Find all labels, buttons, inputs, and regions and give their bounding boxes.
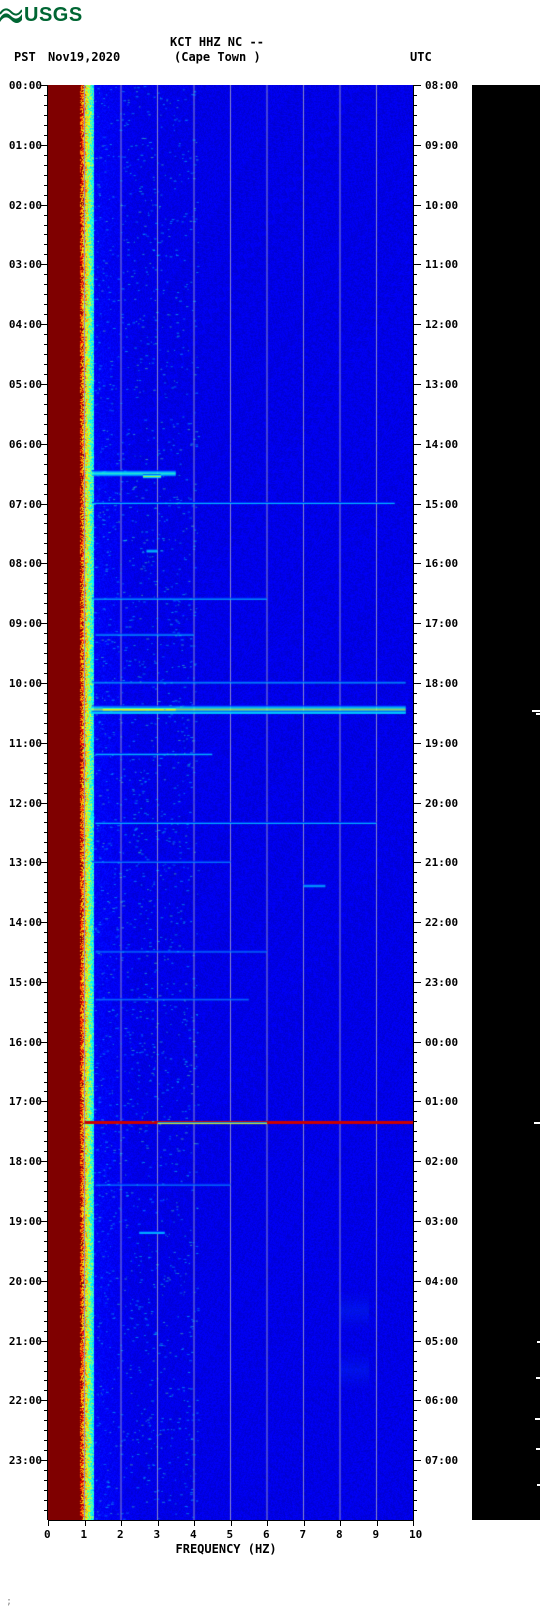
footer-mark: ;	[6, 1596, 12, 1607]
right-hour-label: 12:00	[425, 318, 465, 331]
left-hour-label: 09:00	[2, 617, 42, 630]
left-hour-label: 19:00	[2, 1215, 42, 1228]
left-hour-label: 08:00	[2, 557, 42, 570]
left-hour-label: 23:00	[2, 1454, 42, 1467]
station-code: KCT HHZ NC --	[170, 35, 264, 49]
right-hour-label: 20:00	[425, 797, 465, 810]
x-tick-label: 5	[227, 1528, 234, 1541]
left-hour-label: 22:00	[2, 1394, 42, 1407]
left-hour-label: 15:00	[2, 976, 42, 989]
right-hour-label: 08:00	[425, 79, 465, 92]
right-hour-label: 16:00	[425, 557, 465, 570]
right-hour-label: 06:00	[425, 1394, 465, 1407]
amplitude-sidebar	[472, 85, 540, 1520]
left-hour-label: 14:00	[2, 916, 42, 929]
x-axis-title: FREQUENCY (HZ)	[176, 1542, 277, 1556]
spectrogram-canvas	[48, 85, 413, 1520]
x-tick-label: 4	[190, 1528, 197, 1541]
right-hour-label: 15:00	[425, 498, 465, 511]
left-hour-label: 01:00	[2, 139, 42, 152]
x-tick-label: 6	[263, 1528, 270, 1541]
location-label: (Cape Town )	[174, 50, 261, 64]
right-timezone: UTC	[410, 50, 432, 64]
left-hour-label: 07:00	[2, 498, 42, 511]
x-tick-label: 3	[154, 1528, 161, 1541]
right-hour-label: 04:00	[425, 1275, 465, 1288]
left-hour-label: 10:00	[2, 677, 42, 690]
right-hour-label: 19:00	[425, 737, 465, 750]
usgs-logo: USGS	[0, 4, 83, 27]
logo-text: USGS	[24, 4, 83, 27]
right-hour-label: 13:00	[425, 378, 465, 391]
left-hour-label: 12:00	[2, 797, 42, 810]
right-hour-label: 17:00	[425, 617, 465, 630]
left-hour-label: 03:00	[2, 258, 42, 271]
right-hour-label: 10:00	[425, 199, 465, 212]
wave-icon	[0, 8, 22, 24]
spectrogram-plot	[48, 85, 413, 1520]
right-hour-label: 09:00	[425, 139, 465, 152]
right-hour-label: 23:00	[425, 976, 465, 989]
right-hour-label: 01:00	[425, 1095, 465, 1108]
left-hour-label: 06:00	[2, 438, 42, 451]
x-tick-label: 9	[373, 1528, 380, 1541]
right-hour-label: 02:00	[425, 1155, 465, 1168]
left-hour-label: 04:00	[2, 318, 42, 331]
x-tick-label: 8	[336, 1528, 343, 1541]
right-hour-label: 07:00	[425, 1454, 465, 1467]
right-hour-label: 18:00	[425, 677, 465, 690]
left-hour-label: 00:00	[2, 79, 42, 92]
right-hour-label: 05:00	[425, 1335, 465, 1348]
date-label: Nov19,2020	[48, 50, 120, 64]
left-hour-label: 11:00	[2, 737, 42, 750]
right-hour-label: 21:00	[425, 856, 465, 869]
left-hour-label: 16:00	[2, 1036, 42, 1049]
right-hour-label: 14:00	[425, 438, 465, 451]
left-hour-label: 17:00	[2, 1095, 42, 1108]
x-tick-label: 0	[44, 1528, 51, 1541]
left-hour-label: 13:00	[2, 856, 42, 869]
left-hour-label: 02:00	[2, 199, 42, 212]
x-tick-label: 2	[117, 1528, 124, 1541]
left-timezone: PST	[14, 50, 36, 64]
right-hour-label: 00:00	[425, 1036, 465, 1049]
right-hour-label: 22:00	[425, 916, 465, 929]
left-hour-label: 05:00	[2, 378, 42, 391]
left-hour-label: 18:00	[2, 1155, 42, 1168]
x-tick-label: 1	[81, 1528, 88, 1541]
right-hour-label: 11:00	[425, 258, 465, 271]
x-tick-label: 10	[409, 1528, 422, 1541]
right-hour-label: 03:00	[425, 1215, 465, 1228]
left-hour-label: 20:00	[2, 1275, 42, 1288]
left-hour-label: 21:00	[2, 1335, 42, 1348]
x-tick-label: 7	[300, 1528, 307, 1541]
